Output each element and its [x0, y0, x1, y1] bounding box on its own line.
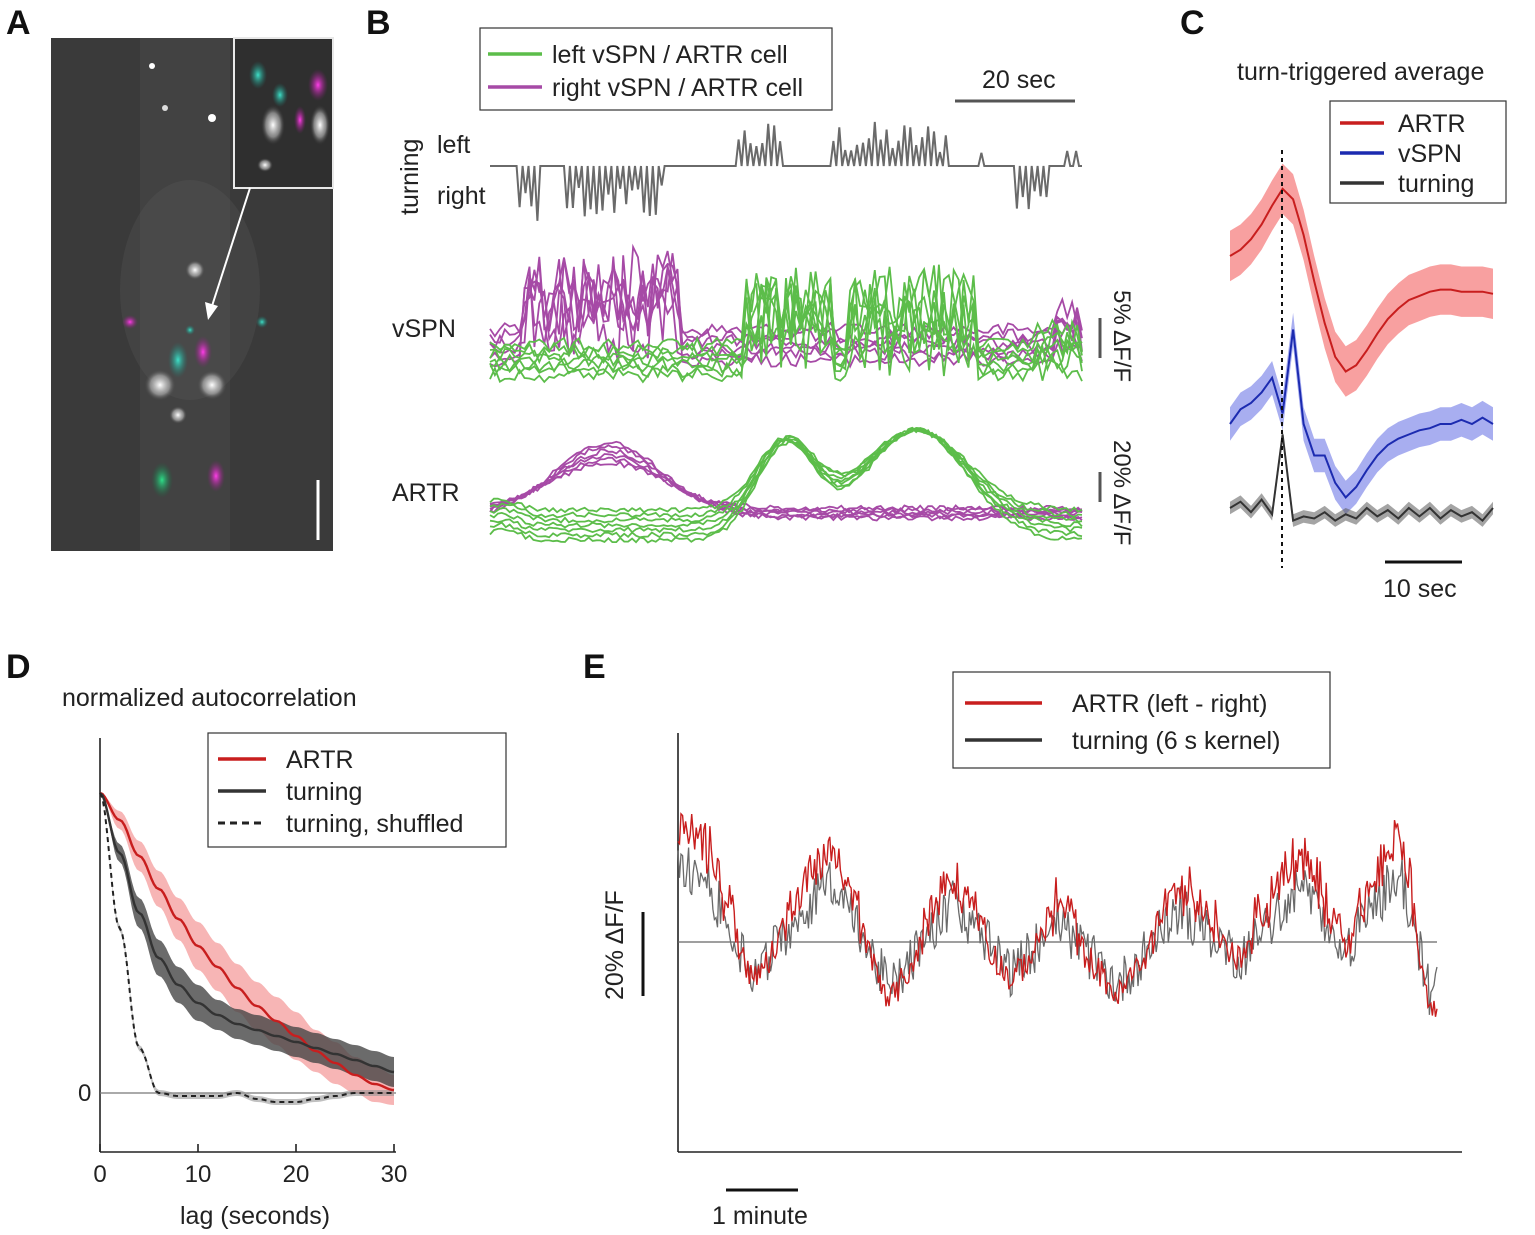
panel-label-a: A [6, 4, 31, 42]
arrow-icon [205, 187, 251, 320]
turning-axis-label: turning [396, 139, 424, 215]
inset-image [233, 37, 334, 189]
panel-c-plot [1229, 163, 1494, 527]
panel-e-time-scale-label: 1 minute [712, 1202, 808, 1230]
vspn-scale-label: 5% ΔF/F [1108, 290, 1135, 382]
panel-d-xtick-label: 20 [283, 1161, 310, 1188]
tta-band-1 [1230, 312, 1493, 515]
panel-b-time-scale-label: 20 sec [982, 66, 1056, 94]
artr-trace [489, 460, 1083, 512]
turning-trace [490, 121, 1082, 221]
legend-c-turning: turning [1398, 170, 1474, 198]
turning-left-label: left [437, 131, 470, 159]
turning-kernel-trace [677, 847, 1438, 1015]
legend-d-turning: turning [286, 778, 362, 806]
panel-c-time-scale-label: 10 sec [1383, 575, 1457, 603]
autocorr-line-1 [99, 792, 395, 1074]
vspn-traces [489, 243, 1083, 384]
panel-d-legend: ARTR turning turning, shuffled [207, 732, 507, 848]
panel-d-xlabel: lag (seconds) [180, 1202, 330, 1230]
panel-label-b: B [366, 4, 391, 42]
panel-d-xtick-label: 0 [93, 1161, 106, 1188]
artr-trace [489, 427, 1083, 544]
tta-band-2 [1230, 428, 1493, 527]
legend-e-turning: turning (6 s kernel) [1072, 727, 1280, 755]
panel-label-e: E [583, 648, 606, 686]
tta-band-0 [1230, 163, 1493, 397]
panel-e-legend: ARTR (left - right) turning (6 s kernel) [952, 671, 1331, 769]
tta-line-1 [1229, 329, 1494, 500]
panel-c-legend: ARTR vSPN turning [1329, 100, 1507, 204]
legend-d-shuffled: turning, shuffled [286, 810, 463, 838]
legend-d-artr: ARTR [286, 746, 354, 774]
artr-trace [489, 440, 1083, 522]
tta-line-2 [1229, 434, 1494, 523]
legend-e-artr: ARTR (left - right) [1072, 690, 1267, 718]
panel-d-ytick-zero: 0 [78, 1080, 91, 1107]
panel-e-y-scale-label: 20% ΔF/F [601, 890, 629, 1000]
vspn-trace [489, 258, 1083, 351]
artr-trace [489, 456, 1083, 514]
artr-difference-trace [677, 812, 1438, 1017]
legend-left-cell: left vSPN / ARTR cell [552, 41, 788, 69]
artr-traces [489, 426, 1083, 544]
panel-d-xtick-label: 10 [185, 1161, 212, 1188]
tta-line-0 [1229, 187, 1494, 373]
autocorr-line-0 [99, 791, 395, 1092]
legend-c-artr: ARTR [1398, 110, 1466, 138]
panel-label-d: D [6, 648, 31, 686]
artr-trace [489, 444, 1083, 520]
artr-scale-label: 20% ΔF/F [1108, 440, 1135, 545]
artr-trace [489, 426, 1083, 539]
turning-right-label: right [437, 182, 486, 210]
vspn-trace [489, 267, 1083, 369]
panel-d-x-ticks: 0 10 20 30 [93, 1144, 407, 1188]
panel-d-xtick-label: 30 [381, 1161, 408, 1188]
vspn-trace [489, 243, 1083, 369]
vspn-trace [489, 264, 1083, 339]
artr-trace [489, 448, 1083, 518]
autocorr-line-2 [99, 792, 394, 1103]
vspn-trace [489, 271, 1083, 384]
panel-b-legend: left vSPN / ARTR cell right vSPN / ARTR … [479, 27, 833, 111]
turning-trace-line [490, 121, 1082, 221]
panel-label-c: C [1180, 4, 1205, 42]
panel-d-plot [99, 791, 395, 1105]
legend-c-vspn: vSPN [1398, 140, 1462, 168]
artr-row-label: ARTR [392, 479, 460, 507]
panel-d-title: normalized autocorrelation [62, 684, 357, 712]
vspn-row-label: vSPN [392, 315, 456, 343]
artr-trace [489, 429, 1083, 519]
legend-right-cell: right vSPN / ARTR cell [552, 74, 803, 102]
panel-e-plot [677, 812, 1438, 1017]
panel-c-title: turn-triggered average [1237, 58, 1484, 86]
artr-trace [489, 429, 1083, 524]
